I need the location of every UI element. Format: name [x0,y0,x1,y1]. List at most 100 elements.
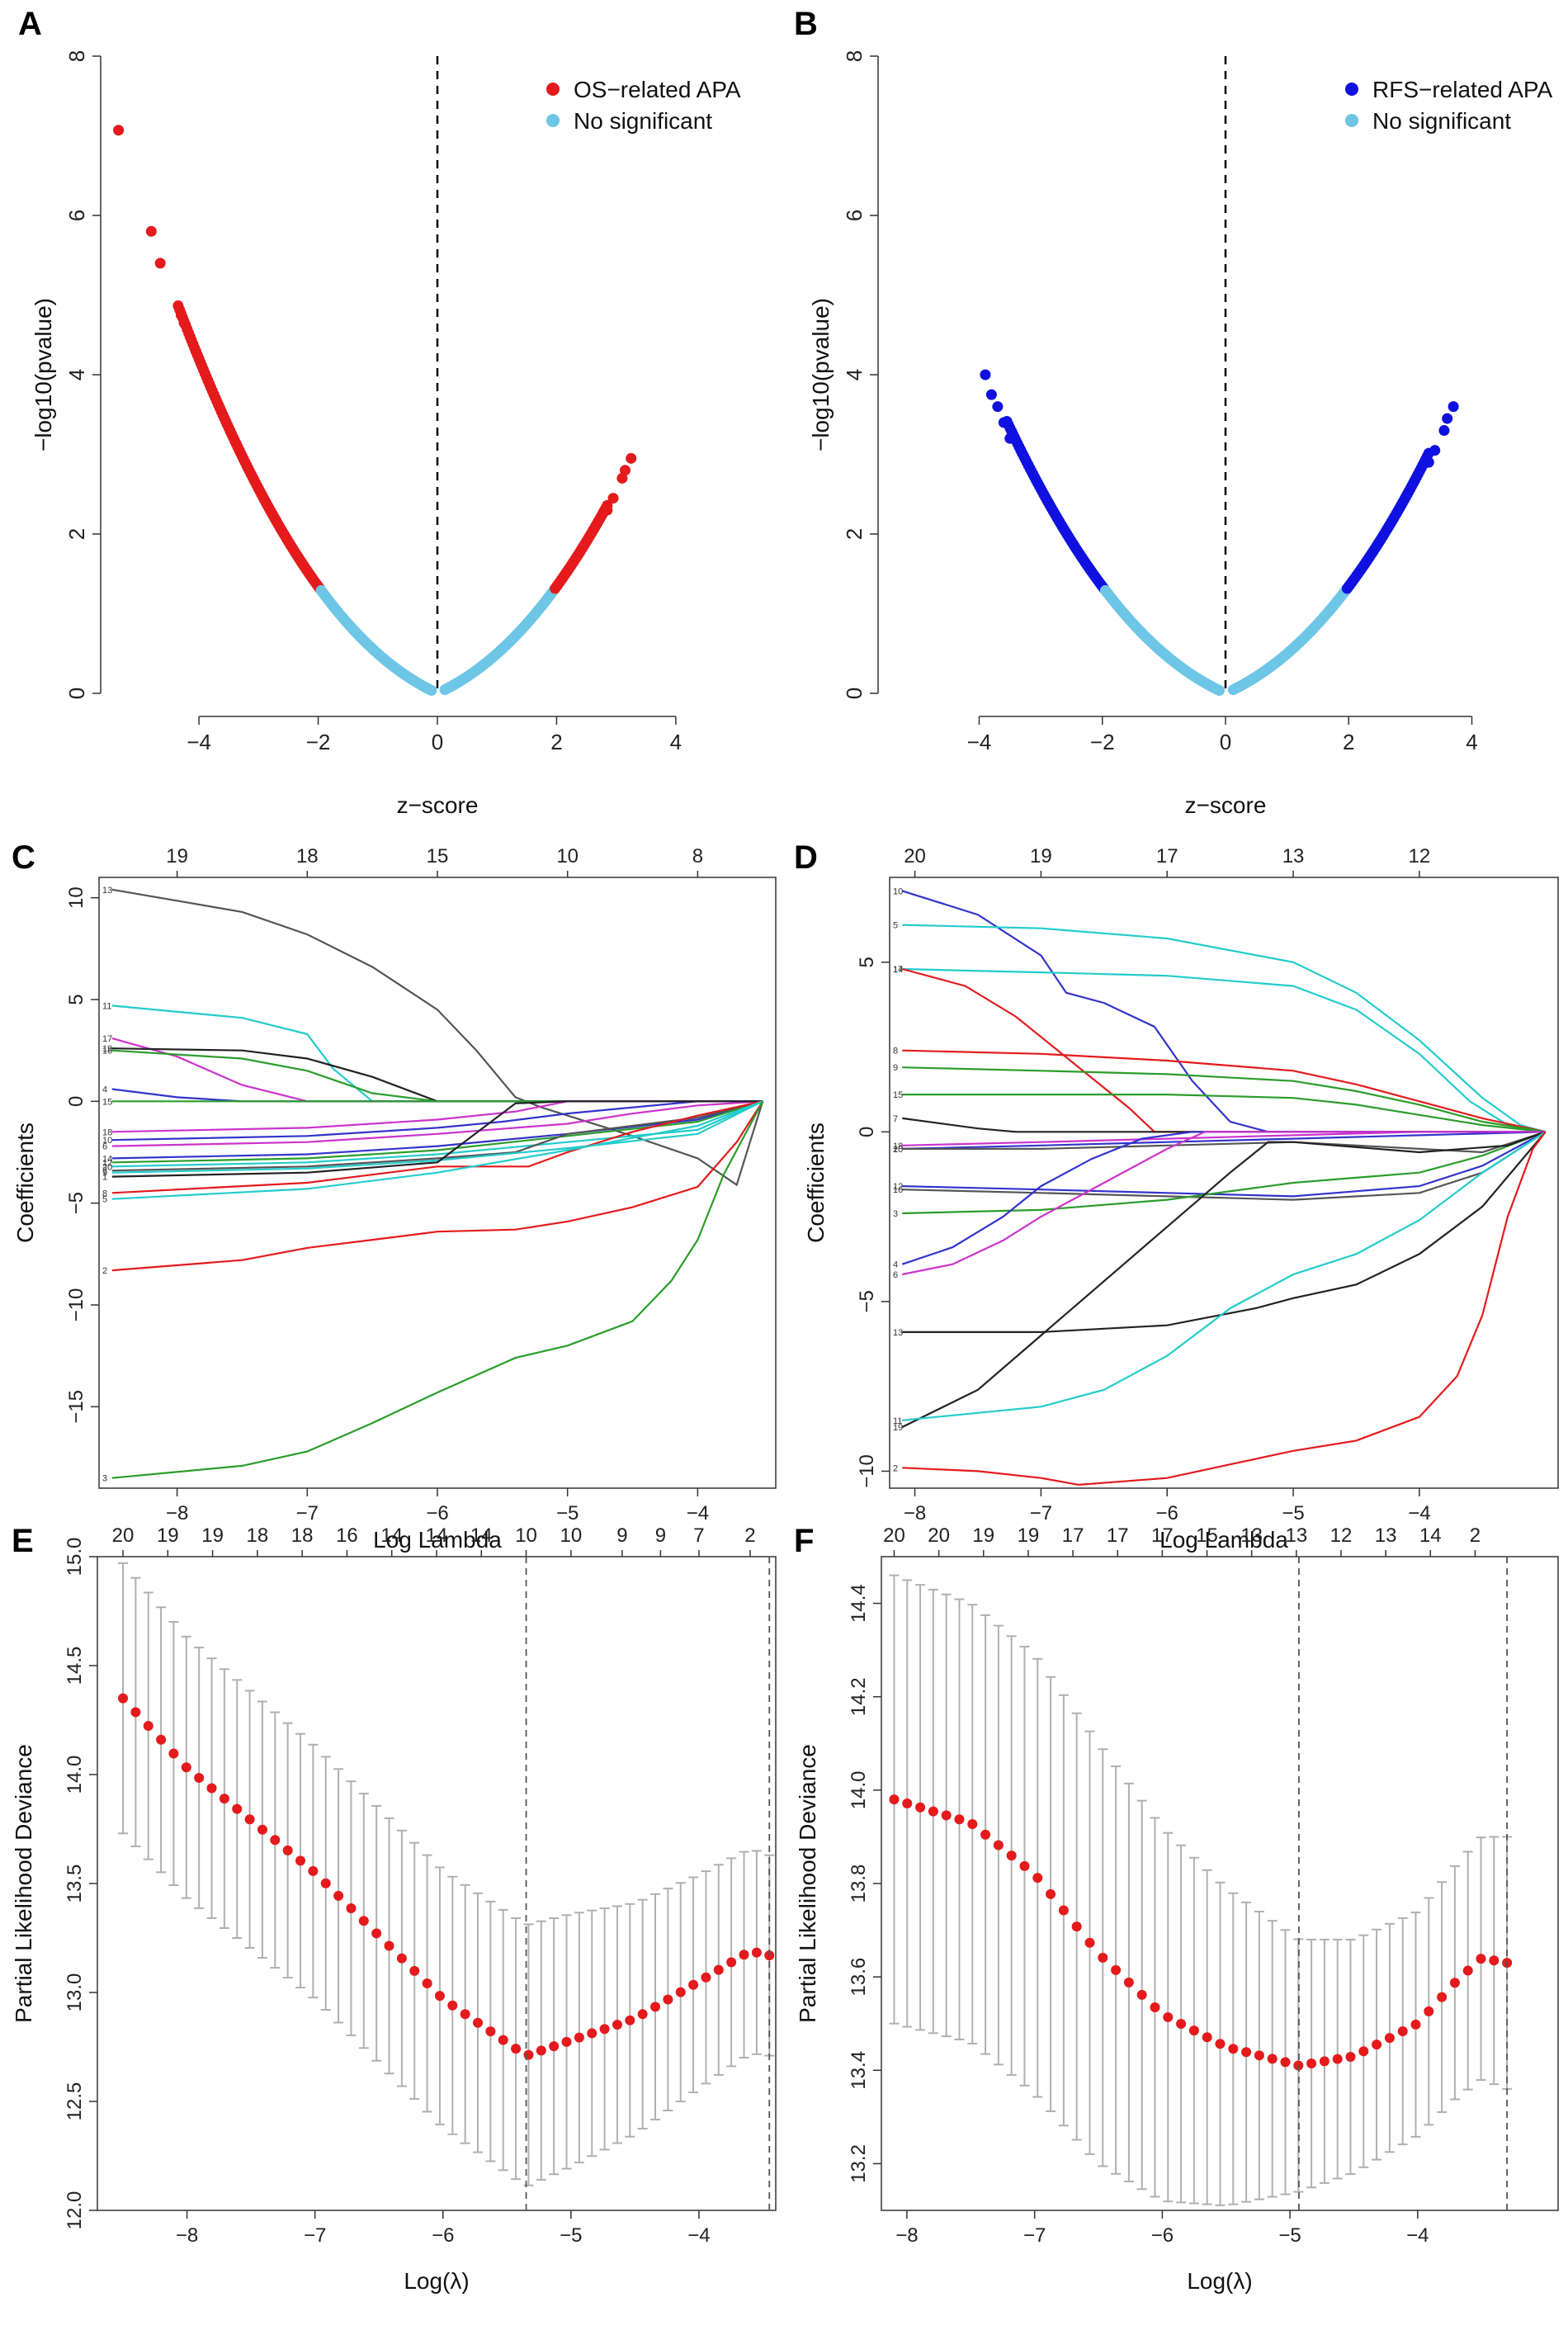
x-axis-title: z−score [397,792,479,818]
x-tick-label: 2 [550,730,562,754]
deviance-point [1410,2019,1421,2030]
path-number-label: 7 [102,1166,107,1176]
y-tick-label: 13.2 [848,2144,870,2183]
y-tick-label: 6 [64,210,89,221]
deviance-point [954,1814,965,1825]
top-tick-label: 20 [928,1524,950,1547]
coef-path-19 [901,1131,1547,1428]
deviance-point [1006,1851,1017,1861]
path-number-label: 20 [102,1162,112,1172]
path-number-label: 16 [102,1047,112,1056]
significant-point [626,452,637,464]
x-tick-label: −8 [166,1502,188,1524]
deviance-point [889,1794,900,1805]
coef-path-14 [111,1100,763,1160]
legend-marker [546,83,560,96]
path-number-label: 13 [102,886,112,896]
coef-path-6 [111,1100,763,1147]
top-tick-label: 10 [556,845,579,867]
deviance-point [1280,2057,1291,2068]
deviance-point [156,1734,167,1745]
y-axis-title: −log10(pvalue) [31,298,56,451]
deviance-point [1150,2002,1160,2012]
top-tick-label: 7 [693,1524,704,1547]
top-tick-label: 18 [291,1524,314,1547]
top-tick-label: 20 [883,1524,905,1547]
y-tick-label: 14.4 [848,1584,870,1623]
y-tick-label: 14.5 [64,1647,86,1685]
coef-path-2 [111,1100,764,1272]
coef-path-15 [902,1094,1546,1133]
significant-point [1442,413,1453,424]
deviance-point [751,1947,762,1958]
x-tick-label: −7 [296,1502,319,1524]
deviance-point [599,2024,610,2035]
y-tick-label: 12.0 [64,2191,86,2230]
path-number-label: 6 [893,1270,898,1280]
y-tick-label: 13.0 [64,1973,86,2012]
coef-path-6 [902,1131,1546,1276]
significant-point [992,401,1004,413]
x-tick-label: −2 [306,730,331,754]
coef-path-9 [902,1066,1546,1133]
deviance-point [1476,1954,1486,1964]
y-tick-label: 8 [64,50,89,62]
path-number-label: 7 [893,1114,898,1124]
deviance-point [1176,2019,1187,2030]
y-tick-label: 0 [856,1127,878,1137]
deviance-point [1489,1955,1500,1966]
path-number-label: 12 [893,1182,903,1192]
path-number-label: 10 [893,886,903,896]
significant-point [602,504,613,516]
deviance-point [1163,2011,1174,2022]
path-number-label: 4 [893,1260,898,1270]
x-tick-label: −5 [560,2224,582,2247]
deviance-point [1215,2039,1226,2049]
deviance-point [1084,1937,1095,1948]
x-tick-label: −4 [187,730,211,754]
x-tick-label: −4 [687,1502,709,1524]
deviance-point [1202,2032,1212,2043]
coef-path-1 [111,1100,763,1178]
deviance-point [409,1965,420,1976]
deviance-point [396,1953,407,1964]
x-tick-label: −7 [1023,2224,1046,2247]
path-number-label: 18 [102,1127,112,1137]
significant-point [1004,432,1016,444]
top-tick-label: 14 [380,1524,403,1547]
deviance-point [118,1693,129,1704]
y-tick-label: 13.4 [848,2051,870,2090]
panel-b: B −4 −2 0 2 4 0 2 4 6 8 z−score −log10(pvalue) RFS−re… [794,6,1552,818]
significant-point [980,369,991,381]
top-tick-label: 15 [427,845,449,867]
x-tick-label: −4 [1406,2224,1429,2247]
panel-label: B [794,6,818,42]
deviance-point [739,1950,749,1960]
top-tick-label: 13 [1375,1524,1397,1547]
deviance-point [206,1783,217,1794]
deviance-point [1267,2054,1278,2064]
path-number-label: 1 [893,1145,898,1155]
deviance-point [1449,1978,1460,1988]
deviance-point [422,1978,432,1989]
panel-label: F [794,1523,814,1559]
path-number-label: 12 [102,1158,112,1168]
top-tick-label: 2 [1470,1524,1481,1547]
deviance-point [168,1748,179,1759]
coef-path-9 [111,1100,763,1174]
coef-path-12 [902,1131,1547,1198]
significant-point [154,258,166,269]
path-number-label: 14 [893,965,903,975]
deviance-point [320,1878,331,1888]
deviance-point [967,1819,978,1830]
deviance-point [523,2049,534,2060]
x-tick-label: 4 [1466,730,1477,754]
deviance-point [549,2041,560,2052]
legend-marker [546,114,560,127]
path-number-label: 17 [893,965,903,975]
coef-path-11 [111,1004,763,1103]
x-axis-title: Log Lambda [373,1527,502,1553]
deviance-point [194,1773,205,1784]
deviance-point [625,2015,635,2025]
path-number-label: 3 [893,1209,898,1219]
